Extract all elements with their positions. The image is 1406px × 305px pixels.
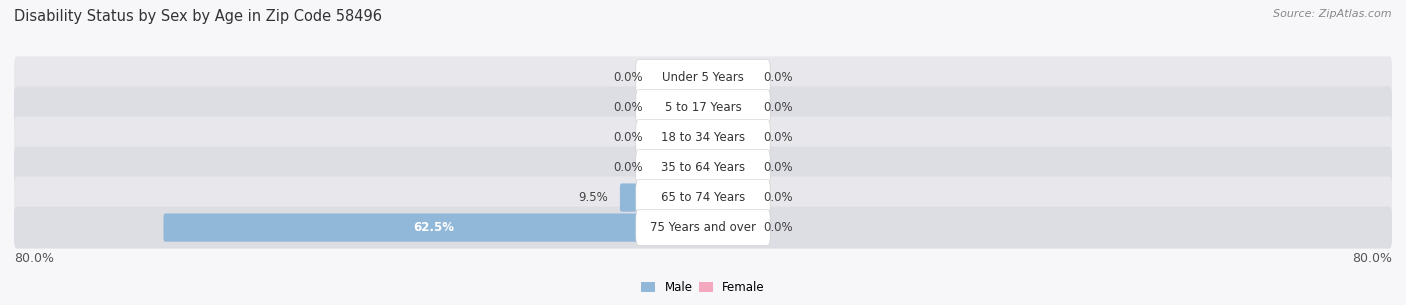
Text: 80.0%: 80.0% [1353,252,1392,265]
Text: 0.0%: 0.0% [763,101,793,114]
FancyBboxPatch shape [654,63,704,92]
FancyBboxPatch shape [702,153,752,182]
FancyBboxPatch shape [702,183,752,212]
FancyBboxPatch shape [14,117,1392,159]
Text: 0.0%: 0.0% [613,101,643,114]
FancyBboxPatch shape [702,63,752,92]
FancyBboxPatch shape [636,90,770,125]
FancyBboxPatch shape [636,120,770,155]
FancyBboxPatch shape [636,150,770,185]
Text: 0.0%: 0.0% [763,161,793,174]
Text: 9.5%: 9.5% [578,191,609,204]
FancyBboxPatch shape [654,123,704,152]
Text: Under 5 Years: Under 5 Years [662,71,744,84]
FancyBboxPatch shape [654,153,704,182]
FancyBboxPatch shape [14,86,1392,128]
Legend: Male, Female: Male, Female [637,276,769,299]
FancyBboxPatch shape [636,210,770,246]
FancyBboxPatch shape [14,146,1392,188]
Text: 18 to 34 Years: 18 to 34 Years [661,131,745,144]
FancyBboxPatch shape [636,180,770,215]
Text: 0.0%: 0.0% [613,161,643,174]
FancyBboxPatch shape [654,93,704,122]
FancyBboxPatch shape [620,183,704,212]
FancyBboxPatch shape [702,214,752,242]
FancyBboxPatch shape [14,177,1392,219]
FancyBboxPatch shape [702,93,752,122]
Text: 75 Years and over: 75 Years and over [650,221,756,234]
Text: 0.0%: 0.0% [763,131,793,144]
Text: 0.0%: 0.0% [613,131,643,144]
Text: 62.5%: 62.5% [413,221,454,234]
Text: 80.0%: 80.0% [14,252,53,265]
Text: 0.0%: 0.0% [763,221,793,234]
Text: 0.0%: 0.0% [613,71,643,84]
FancyBboxPatch shape [636,59,770,95]
Text: Source: ZipAtlas.com: Source: ZipAtlas.com [1274,9,1392,19]
Text: Disability Status by Sex by Age in Zip Code 58496: Disability Status by Sex by Age in Zip C… [14,9,382,24]
Text: 35 to 64 Years: 35 to 64 Years [661,161,745,174]
FancyBboxPatch shape [14,206,1392,249]
FancyBboxPatch shape [163,214,704,242]
Text: 0.0%: 0.0% [763,71,793,84]
FancyBboxPatch shape [702,123,752,152]
Text: 0.0%: 0.0% [763,191,793,204]
FancyBboxPatch shape [14,56,1392,99]
Text: 65 to 74 Years: 65 to 74 Years [661,191,745,204]
Text: 5 to 17 Years: 5 to 17 Years [665,101,741,114]
